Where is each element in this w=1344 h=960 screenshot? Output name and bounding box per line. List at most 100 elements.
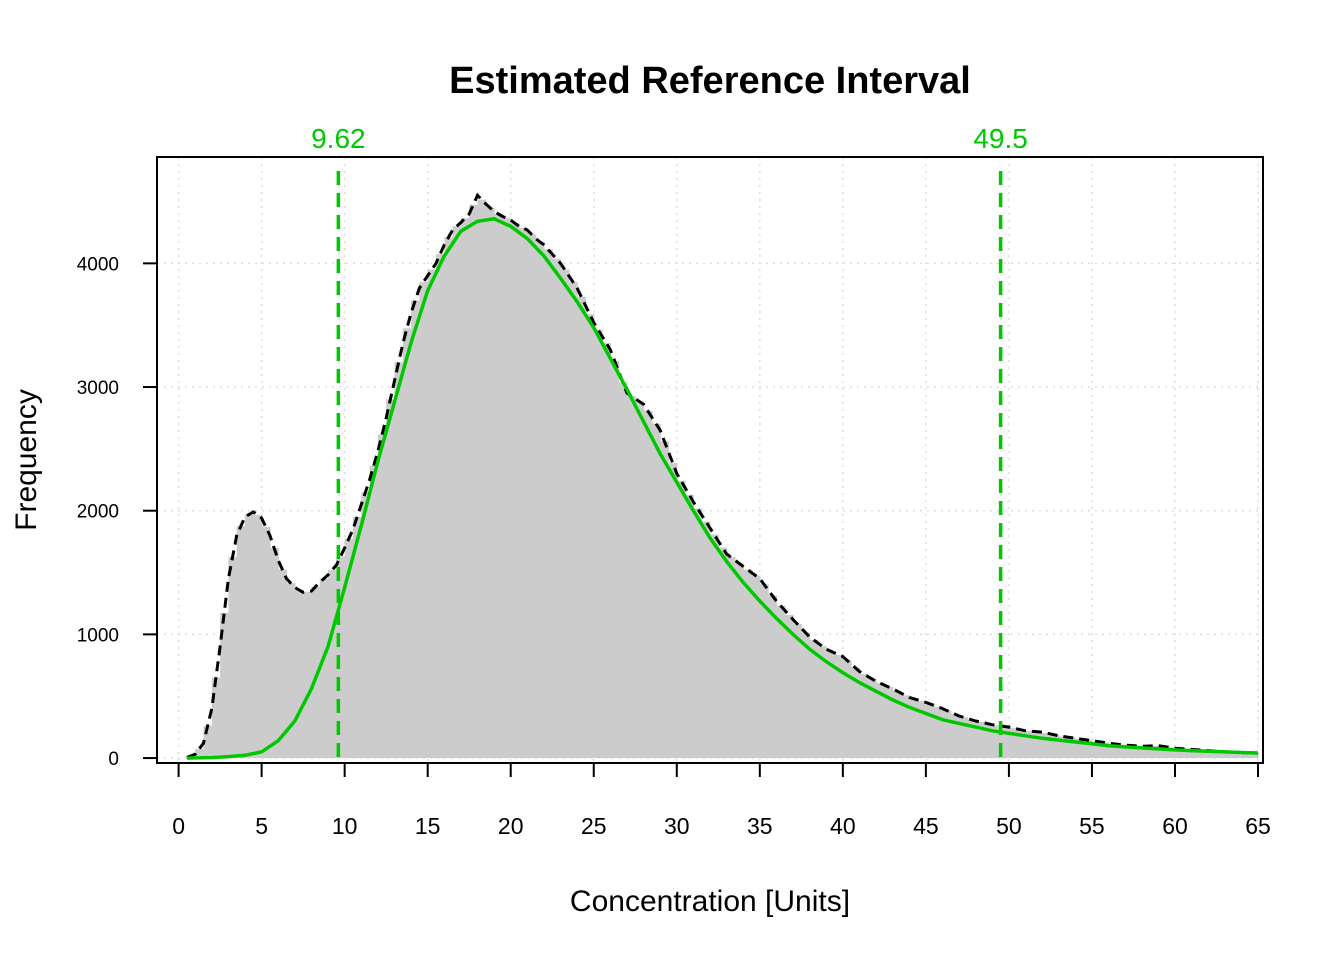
histogram-bar — [917, 701, 927, 759]
chart-title: Estimated Reference Interval — [449, 60, 971, 102]
histogram-bar — [402, 328, 412, 759]
histogram-bar — [743, 569, 753, 759]
histogram-bar — [411, 300, 420, 759]
histogram-bar — [751, 575, 761, 759]
histogram-bar — [319, 578, 329, 759]
histogram-bar — [543, 249, 553, 759]
histogram-bar — [1150, 745, 1159, 759]
histogram-bar — [602, 343, 611, 759]
histogram-bar — [510, 223, 520, 759]
axes: 0 5 10 15 20 25 30 35 40 45 50 55 60 65 0 1000 2000 3000 4… — [77, 156, 1271, 839]
x-tick-label: 35 — [747, 813, 773, 839]
x-tick-label: 25 — [581, 813, 607, 839]
y-tick-label: 2000 — [77, 502, 119, 523]
histogram-bar — [1249, 752, 1259, 759]
histogram-bar — [851, 667, 861, 759]
x-tick-label: 60 — [1162, 813, 1188, 839]
histogram-bar — [975, 721, 985, 759]
histogram-bar — [668, 462, 678, 759]
histogram-bar — [1108, 743, 1118, 759]
histogram-bar — [701, 521, 711, 759]
histogram-bar — [336, 556, 346, 759]
histogram-bar — [269, 547, 279, 759]
histogram-bar — [925, 703, 935, 759]
histogram-bar — [1075, 738, 1085, 759]
histogram-bar — [718, 547, 728, 759]
histogram-bar — [519, 228, 528, 759]
histogram-bar — [867, 678, 877, 759]
histogram-bar — [494, 213, 504, 759]
histogram-bar — [1058, 736, 1068, 759]
histogram-bar — [1033, 731, 1043, 759]
plot-frame — [156, 156, 1264, 764]
x-axis-label: Concentration [Units] — [570, 885, 850, 918]
density-line — [186, 192, 1259, 759]
histogram-bar — [303, 591, 313, 759]
histogram-bar — [651, 423, 661, 759]
histogram-bar — [261, 526, 271, 759]
histogram-bar — [809, 639, 819, 759]
reference-label-2: 49.5 — [973, 123, 1028, 154]
histogram-bar — [643, 410, 653, 759]
density-line-layer — [186, 192, 1259, 759]
histogram-bar — [485, 207, 495, 759]
x-tick-label: 30 — [664, 813, 690, 839]
histogram-bar — [352, 516, 362, 759]
reference-lines: 9.62 49.5 — [311, 123, 1028, 763]
x-tick-label: 45 — [913, 813, 939, 839]
histogram-bar — [560, 269, 570, 759]
histogram-bar — [236, 526, 246, 759]
x-tick-label: 55 — [1079, 813, 1105, 839]
histogram-bar — [959, 717, 969, 759]
x-tick-label: 15 — [415, 813, 441, 839]
histogram-bar — [386, 399, 396, 759]
histogram-bar — [527, 234, 537, 759]
histogram-bar — [344, 538, 354, 759]
histogram-bar — [876, 683, 885, 759]
histogram-bar — [203, 725, 213, 759]
histogram-bar — [784, 614, 794, 759]
histogram-bar — [502, 218, 512, 759]
histogram-bar — [552, 258, 562, 759]
histogram-bar — [909, 698, 919, 759]
histogram-bar — [834, 654, 844, 759]
x-tick-label: 10 — [332, 813, 358, 839]
histogram-bar — [1233, 752, 1243, 759]
histogram-bar — [477, 199, 487, 759]
histogram-bar — [577, 296, 587, 759]
histogram-bar — [253, 515, 263, 759]
histogram-bar — [726, 557, 736, 759]
histogram-bar — [1158, 746, 1168, 759]
histogram-bar — [286, 583, 296, 759]
histogram-bar — [1025, 731, 1035, 759]
histogram-bar — [793, 623, 802, 759]
histogram-bar — [759, 584, 769, 759]
histogram-bar — [942, 710, 952, 759]
histogram-bar — [859, 673, 869, 759]
histogram-bar — [776, 605, 786, 759]
histogram-bar — [220, 612, 230, 759]
histogram-bar — [710, 534, 719, 759]
histogram-bar — [900, 695, 910, 759]
histogram-bar — [967, 719, 977, 759]
histogram-bar — [1017, 729, 1027, 759]
histogram-bar — [1208, 750, 1218, 759]
histogram-bar — [328, 570, 337, 759]
histogram-bar — [568, 281, 578, 759]
histogram-bar — [1141, 746, 1151, 759]
histogram-bar — [394, 362, 404, 759]
histogram-bar — [826, 651, 836, 759]
histogram-bar — [1199, 750, 1209, 759]
histogram-bar — [444, 237, 454, 759]
histogram-bar — [469, 204, 479, 759]
histogram-bar — [452, 226, 462, 759]
histogram-bar — [1216, 751, 1226, 759]
histogram-bar — [950, 714, 960, 759]
histogram-bar — [768, 595, 778, 759]
x-tick-label: 65 — [1245, 813, 1271, 839]
x-tick-label: 20 — [498, 813, 524, 839]
histogram-bar — [278, 569, 288, 759]
histogram-bar — [618, 382, 628, 759]
y-tick-label: 1000 — [77, 625, 119, 646]
histogram-bar — [585, 314, 595, 759]
